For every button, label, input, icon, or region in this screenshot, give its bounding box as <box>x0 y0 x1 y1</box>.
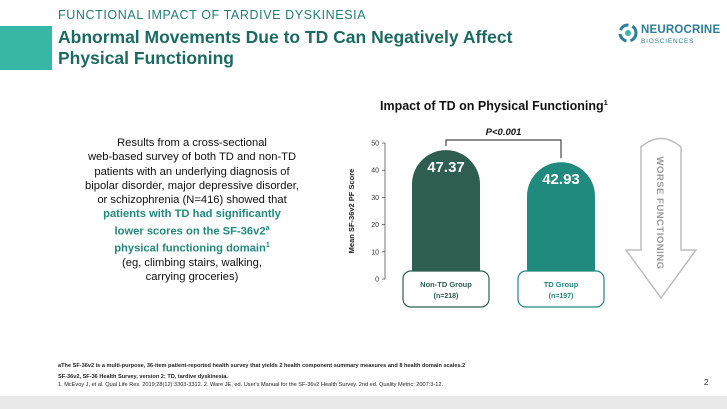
y-tick-label: 40 <box>371 168 379 175</box>
summary-highlight-text: physical functioning domain <box>114 242 266 255</box>
category-box <box>402 270 490 308</box>
logo-wordmark: NEUROCRINE <box>641 24 721 36</box>
arrow-label: WORSE FUNCTIONING <box>654 157 665 270</box>
category-sample-size: (n=218) <box>434 293 459 300</box>
summary-line: patients with an underlying diagnosis of <box>94 165 290 178</box>
summary-highlight: lower scores on the SF-36v2a <box>58 222 326 239</box>
down-arrow-icon <box>624 137 698 300</box>
category-labels: Non-TD Group (n=218) TD Group (n=197) <box>402 270 605 308</box>
significance-bracket-line <box>445 139 562 159</box>
y-tick-label: 50 <box>371 141 379 148</box>
slide-title-line-1: Abnormal Movements Due to TD Can Negativ… <box>58 27 513 47</box>
neurocrine-logo-mark-icon <box>618 23 638 43</box>
bottom-bar <box>0 396 727 409</box>
y-axis-title: Mean SF-36v2 PF Score <box>347 169 356 254</box>
bar <box>412 150 480 295</box>
category-label: TD Group <box>544 280 579 289</box>
bar-value-label: 42.93 <box>542 171 580 188</box>
bar <box>527 162 595 295</box>
footnote-marker: a <box>265 224 270 232</box>
summary-line: web-based survey of both TD and non-TD <box>87 151 297 164</box>
y-tick-label: 10 <box>371 249 379 256</box>
y-tick-label: 0 <box>375 277 379 284</box>
study-summary: Results from a cross-sectional web-based… <box>58 136 326 284</box>
logo-subtext: BIOSCIENCES <box>641 38 695 45</box>
slide-title-line-2: Physical Functioning <box>58 48 234 68</box>
summary-line: carrying groceries) <box>145 271 239 284</box>
y-tick-label: 30 <box>371 195 379 202</box>
significance-bracket: P<0.001 <box>445 127 562 159</box>
footnote-references: 1. McEvoy J, et al. Qual Life Res. 2019;… <box>58 382 444 388</box>
bar-value-label: 47.37 <box>427 159 465 176</box>
slide-title: Abnormal Movements Due to TD Can Negativ… <box>58 27 578 69</box>
p-value-label: P<0.001 <box>486 127 522 138</box>
section-kicker: FUNCTIONAL IMPACT OF TARDIVE DYSKINESIA <box>58 8 367 22</box>
category-sample-size: (n=197) <box>549 293 574 300</box>
category-box <box>517 270 605 308</box>
y-tick-label: 20 <box>371 222 379 229</box>
summary-highlight: patients with TD had significantly <box>103 208 281 221</box>
title-accent-band <box>0 26 52 70</box>
summary-highlight-text: lower scores on the SF-36v2 <box>114 225 266 238</box>
summary-line: bipolar disorder, major depressive disor… <box>85 179 299 192</box>
chart-title-reference: 1 <box>603 98 608 107</box>
chart-title: Impact of TD on Physical Functioning1 <box>380 98 710 113</box>
summary-line: (eg, climbing stairs, walking, <box>122 256 262 269</box>
summary-line: Results from a cross-sectional <box>117 137 267 149</box>
chart-title-text: Impact of TD on Physical Functioning <box>380 99 604 114</box>
reference-marker: 1 <box>265 241 270 249</box>
company-logo: NEUROCRINE BIOSCIENCES <box>618 21 723 53</box>
worse-functioning-arrow: WORSE FUNCTIONING <box>624 137 698 300</box>
footnote-abbreviations: SF-36v2, SF-36 Health Survey, version 2;… <box>58 374 228 380</box>
summary-line: or schizophrenia (N=416) showed that <box>97 194 287 207</box>
bars: 47.37 42.93 <box>412 150 595 295</box>
summary-highlight: physical functioning domain1 <box>58 239 326 256</box>
footnote-a: aThe SF-36v2 is a multi-purpose, 36-item… <box>58 363 466 369</box>
page-number: 2 <box>704 378 709 387</box>
y-axis: 0 10 20 30 40 50 Mean SF-36v2 PF Score <box>347 141 386 284</box>
category-label: Non-TD Group <box>420 280 472 289</box>
